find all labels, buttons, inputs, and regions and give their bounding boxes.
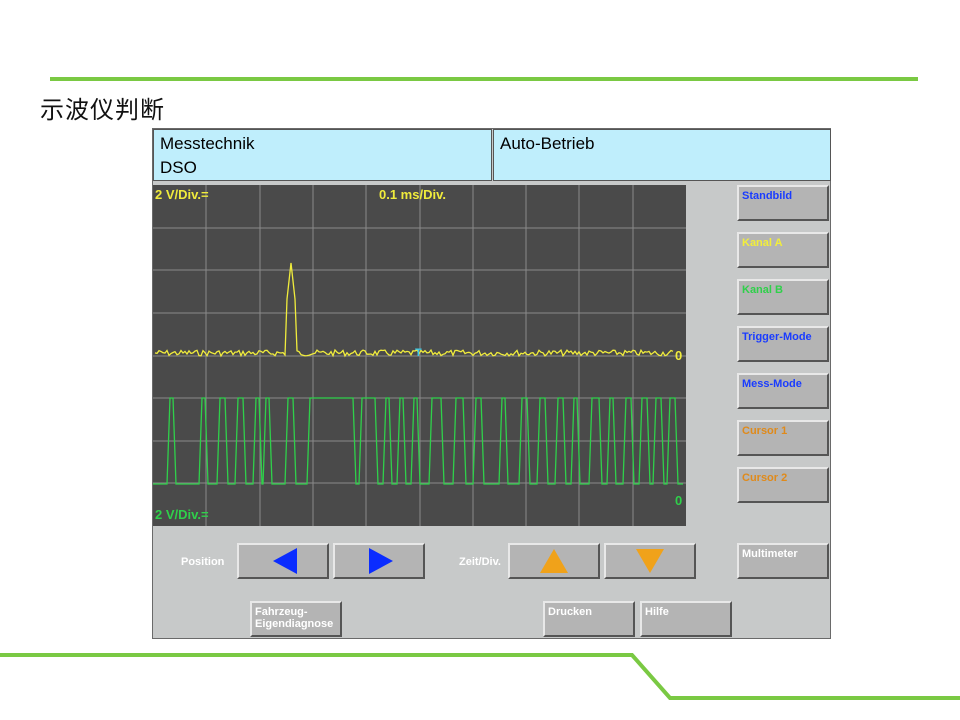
channel-b-zero-marker: 0 [675, 493, 683, 508]
drucken-button[interactable]: Drucken [543, 601, 635, 637]
mode-panel: Messtechnik DSO [153, 129, 492, 181]
standbild-label: Standbild [742, 190, 793, 202]
arrow-up-icon [540, 549, 568, 573]
scope-display [153, 185, 686, 526]
channel-b-scale: 2 V/Div.= [155, 507, 209, 522]
mess-mode-label: Mess-Mode [742, 378, 802, 390]
zeit-up-button[interactable] [508, 543, 600, 579]
kanal-a-label: Kanal A [742, 237, 783, 249]
dso-app-window: Messtechnik DSO Auto-Betrieb 2 V/Div.= 0… [152, 128, 831, 639]
operation-title: Auto-Betrieb [500, 134, 595, 153]
channel-a-scale: 2 V/Div.= [155, 187, 209, 202]
channel-a-trace [154, 262, 674, 358]
zeit-div-label: Zeit/Div. [459, 556, 501, 568]
trigger-mode-label: Trigger-Mode [742, 331, 812, 343]
arrow-down-icon [636, 549, 664, 573]
mode-title: Messtechnik [160, 134, 255, 153]
time-scale: 0.1 ms/Div. [379, 187, 446, 202]
position-label: Position [181, 556, 225, 568]
fahrzeug-label-line1: Fahrzeug- [255, 606, 308, 618]
multimeter-label: Multimeter [742, 548, 798, 560]
zeit-down-button[interactable] [604, 543, 696, 579]
mess-mode-button[interactable]: Mess-Mode [737, 373, 829, 409]
top-green-rule [50, 77, 918, 81]
hilfe-label: Hilfe [645, 606, 669, 618]
arrow-left-icon [273, 548, 297, 574]
operation-panel: Auto-Betrieb [493, 129, 831, 181]
cursor-1-button[interactable]: Cursor 1 [737, 420, 829, 456]
trigger-marker: T [415, 347, 422, 359]
oscilloscope-screen: 2 V/Div.= 0.1 ms/Div. 2 V/Div.= 0 0 T [153, 185, 686, 526]
cursor-1-label: Cursor 1 [742, 425, 788, 437]
mode-subtitle: DSO [160, 158, 197, 177]
standbild-button[interactable]: Standbild [737, 185, 829, 221]
kanal-b-button[interactable]: Kanal B [737, 279, 829, 315]
position-right-button[interactable] [333, 543, 425, 579]
arrow-right-icon [369, 548, 393, 574]
fahrzeug-eigendiagnose-button[interactable]: Fahrzeug- Eigendiagnose [250, 601, 342, 637]
trigger-mode-button[interactable]: Trigger-Mode [737, 326, 829, 362]
hilfe-button[interactable]: Hilfe [640, 601, 732, 637]
channel-b-trace [153, 397, 683, 485]
multimeter-button[interactable]: Multimeter [737, 543, 829, 579]
kanal-a-button[interactable]: Kanal A [737, 232, 829, 268]
kanal-b-label: Kanal B [742, 284, 783, 296]
slide-title: 示波仪判断 [40, 96, 165, 124]
cursor-2-label: Cursor 2 [742, 472, 788, 484]
drucken-label: Drucken [548, 606, 593, 618]
channel-a-zero-marker: 0 [675, 348, 683, 363]
cursor-2-button[interactable]: Cursor 2 [737, 467, 829, 503]
fahrzeug-label-line2: Eigendiagnose [255, 618, 334, 630]
position-left-button[interactable] [237, 543, 329, 579]
